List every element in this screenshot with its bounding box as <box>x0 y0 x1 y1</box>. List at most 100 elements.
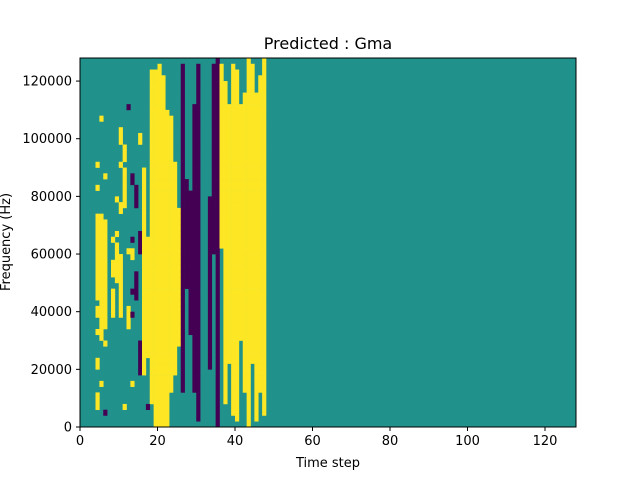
heatmap-cell <box>254 259 259 266</box>
heatmap-cell <box>250 254 255 261</box>
heatmap-cell <box>161 328 166 336</box>
heatmap-cell <box>231 259 236 266</box>
heatmap-cell <box>238 259 244 266</box>
heatmap-cell <box>246 219 251 226</box>
heatmap-cell <box>122 190 127 197</box>
heatmap-cell <box>219 236 224 243</box>
heatmap-cell <box>157 346 162 353</box>
heatmap-cell <box>161 259 166 266</box>
heatmap-cell <box>99 259 104 266</box>
heatmap-cell <box>99 242 104 249</box>
heatmap-cell <box>235 334 240 341</box>
heatmap-cell <box>188 207 193 214</box>
heatmap-cell <box>238 311 244 318</box>
heatmap-cell <box>250 104 255 111</box>
heatmap-cell <box>250 213 255 220</box>
heatmap-cell <box>111 294 116 301</box>
heatmap-cell <box>254 248 259 255</box>
heatmap-cell <box>161 271 166 278</box>
heatmap-cell <box>157 305 162 312</box>
heatmap-cell <box>223 282 228 289</box>
heatmap-cell <box>99 300 104 307</box>
heatmap-cell <box>142 352 147 359</box>
heatmap-cell <box>142 282 147 289</box>
heatmap-cell <box>211 173 216 180</box>
heatmap-cell <box>122 173 127 180</box>
heatmap-cell <box>180 104 185 111</box>
heatmap-cell <box>188 254 193 261</box>
heatmap-cell <box>227 282 232 289</box>
heatmap-cell <box>196 127 201 134</box>
heatmap-cell <box>126 104 131 111</box>
heatmap-cell <box>149 184 154 191</box>
heatmap-cell <box>180 277 185 284</box>
heatmap-cell <box>118 300 123 307</box>
heatmap-cell <box>207 277 213 284</box>
heatmap-cell <box>254 138 259 145</box>
heatmap-cell <box>223 236 228 243</box>
heatmap-cell <box>207 265 213 272</box>
heatmap-cell <box>153 144 158 151</box>
heatmap-cell <box>231 271 236 278</box>
heatmap-cell <box>145 352 151 359</box>
heatmap-cell <box>169 138 174 145</box>
heatmap-cell <box>157 144 162 151</box>
x-tick-label: 20 <box>149 434 166 449</box>
heatmap-cell <box>157 156 162 163</box>
heatmap-cell <box>149 86 154 93</box>
heatmap-cell <box>161 265 166 272</box>
heatmap-cell <box>99 294 104 301</box>
heatmap-cell <box>262 288 267 295</box>
heatmap-cell <box>238 144 244 151</box>
heatmap-cell <box>246 150 251 157</box>
heatmap-cell <box>122 202 127 209</box>
heatmap-cell <box>227 288 232 295</box>
heatmap-cell <box>242 161 247 168</box>
heatmap-cell <box>134 196 139 203</box>
heatmap-cell <box>235 138 240 145</box>
heatmap-cell <box>242 207 247 214</box>
heatmap-cell <box>242 305 247 312</box>
heatmap-cell <box>215 300 220 307</box>
heatmap-cell <box>227 202 232 209</box>
heatmap-cell <box>149 150 154 157</box>
heatmap-cell <box>103 236 108 243</box>
heatmap-cell <box>227 259 232 266</box>
heatmap-cell <box>215 115 220 122</box>
heatmap-cell <box>215 380 220 387</box>
heatmap-cell <box>180 213 185 220</box>
heatmap-cell <box>196 81 201 88</box>
heatmap-cell <box>176 305 182 312</box>
heatmap-cell <box>258 242 263 249</box>
heatmap-cell <box>215 127 220 134</box>
heatmap-cell <box>211 92 216 99</box>
heatmap-cell <box>176 236 182 243</box>
heatmap-cell <box>254 207 259 214</box>
heatmap-cell <box>157 409 162 416</box>
heatmap-cell <box>134 282 139 289</box>
heatmap-cell <box>246 81 251 88</box>
heatmap-cell <box>223 277 228 284</box>
heatmap-cell <box>188 328 193 336</box>
heatmap-cell <box>250 277 255 284</box>
heatmap-cell <box>262 109 267 116</box>
heatmap-cell <box>153 386 158 393</box>
heatmap-cell <box>227 104 232 111</box>
heatmap-cell <box>184 254 189 261</box>
heatmap-cell <box>207 294 213 301</box>
heatmap-cell <box>207 271 213 278</box>
heatmap-cell <box>215 173 220 180</box>
heatmap-cell <box>254 236 259 243</box>
heatmap-cell <box>184 259 189 266</box>
heatmap-cell <box>196 271 201 278</box>
heatmap-cell <box>180 127 185 134</box>
heatmap-cell <box>165 156 170 163</box>
plot-frame <box>79 57 577 428</box>
heatmap-cell <box>138 346 143 353</box>
heatmap-cell <box>227 132 232 140</box>
heatmap-cell <box>196 121 201 128</box>
heatmap-cell <box>149 69 154 76</box>
heatmap-cell <box>157 415 162 422</box>
heatmap-cell <box>231 317 236 324</box>
heatmap-cell <box>180 144 185 151</box>
